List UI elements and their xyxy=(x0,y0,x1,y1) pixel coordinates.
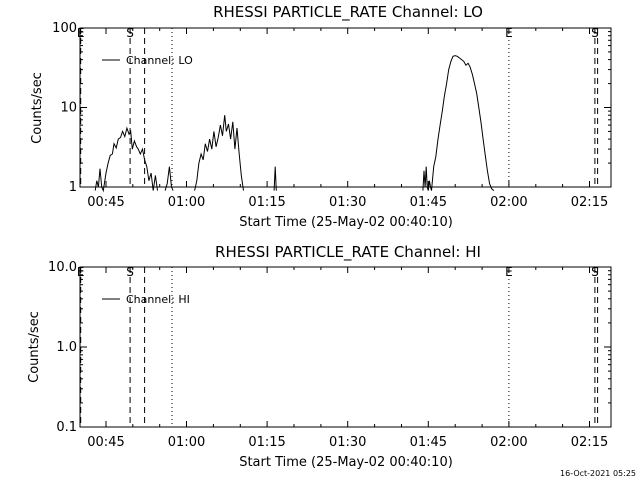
series-line xyxy=(194,115,244,191)
axis-ticks-lo: 00:45 01:00 01:15 01:30 01:45 02:00 02:15 1 10 10… xyxy=(52,21,611,210)
axis-ticks-hi: 00:45 01:00 01:15 01:30 01:45 02:00 02:15 0.1 1.… xyxy=(48,260,611,450)
plot-frame-lo xyxy=(79,27,612,188)
x-axis-label-hi: Start Time (25-May-02 00:40:10) xyxy=(239,455,453,470)
x-tick-label: 02:00 xyxy=(490,195,527,210)
y-tick-label: 100 xyxy=(52,21,77,36)
y-tick-label: 10 xyxy=(60,101,77,116)
x-tick-label: 01:00 xyxy=(168,195,205,210)
panel-lo: RHESSI PARTICLE_RATE Channel: LO Start T… xyxy=(30,3,612,230)
x-axis-label-lo: Start Time (25-May-02 00:40:10) xyxy=(239,215,453,230)
event-marker-label: E xyxy=(505,265,513,279)
y-tick-label: 1.0 xyxy=(56,340,77,355)
chart-title-hi: RHESSI PARTICLE_RATE Channel: HI xyxy=(215,243,481,262)
x-tick-label: 01:45 xyxy=(410,195,447,210)
series-line xyxy=(94,126,158,193)
y-tick-label: 1 xyxy=(69,180,77,195)
event-marker-label: E xyxy=(505,26,513,40)
x-tick-label: 01:15 xyxy=(248,195,285,210)
y-axis-label-lo: Counts/sec xyxy=(30,72,45,144)
x-tick-label: 01:45 xyxy=(410,435,447,450)
event-marker-label: S xyxy=(591,265,599,279)
x-tick-label: 02:15 xyxy=(571,195,608,210)
x-tick-label: 01:15 xyxy=(248,435,285,450)
legend-label-lo: Channel: LO xyxy=(126,54,193,67)
series-line xyxy=(422,55,495,191)
x-tick-label: 02:00 xyxy=(490,435,527,450)
x-tick-label: 00:45 xyxy=(87,195,124,210)
event-marker-label: S xyxy=(126,265,134,279)
y-tick-label: 10.0 xyxy=(48,260,77,275)
legend-label-hi: Channel: HI xyxy=(126,293,190,306)
series-line xyxy=(273,166,277,191)
panel-hi: RHESSI PARTICLE_RATE Channel: HI Start T… xyxy=(27,243,612,470)
x-tick-label: 02:15 xyxy=(571,435,608,450)
series-lines-lo xyxy=(94,55,495,193)
y-tick-label: 0.1 xyxy=(56,420,77,435)
series-line xyxy=(164,166,174,191)
x-tick-label: 00:45 xyxy=(87,435,124,450)
y-axis-label-hi: Counts/sec xyxy=(27,311,42,383)
plot-frame-hi xyxy=(79,266,612,428)
event-marker-label: S xyxy=(591,26,599,40)
x-tick-label: 01:30 xyxy=(329,435,366,450)
generation-timestamp: 16-Oct-2021 05:25 xyxy=(560,469,636,478)
event-marker-label: E xyxy=(77,265,85,279)
event-marker-label: E xyxy=(77,26,85,40)
chart-title-lo: RHESSI PARTICLE_RATE Channel: LO xyxy=(213,3,483,22)
x-tick-label: 01:00 xyxy=(168,435,205,450)
event-marker-label: S xyxy=(126,26,134,40)
x-tick-label: 01:30 xyxy=(329,195,366,210)
